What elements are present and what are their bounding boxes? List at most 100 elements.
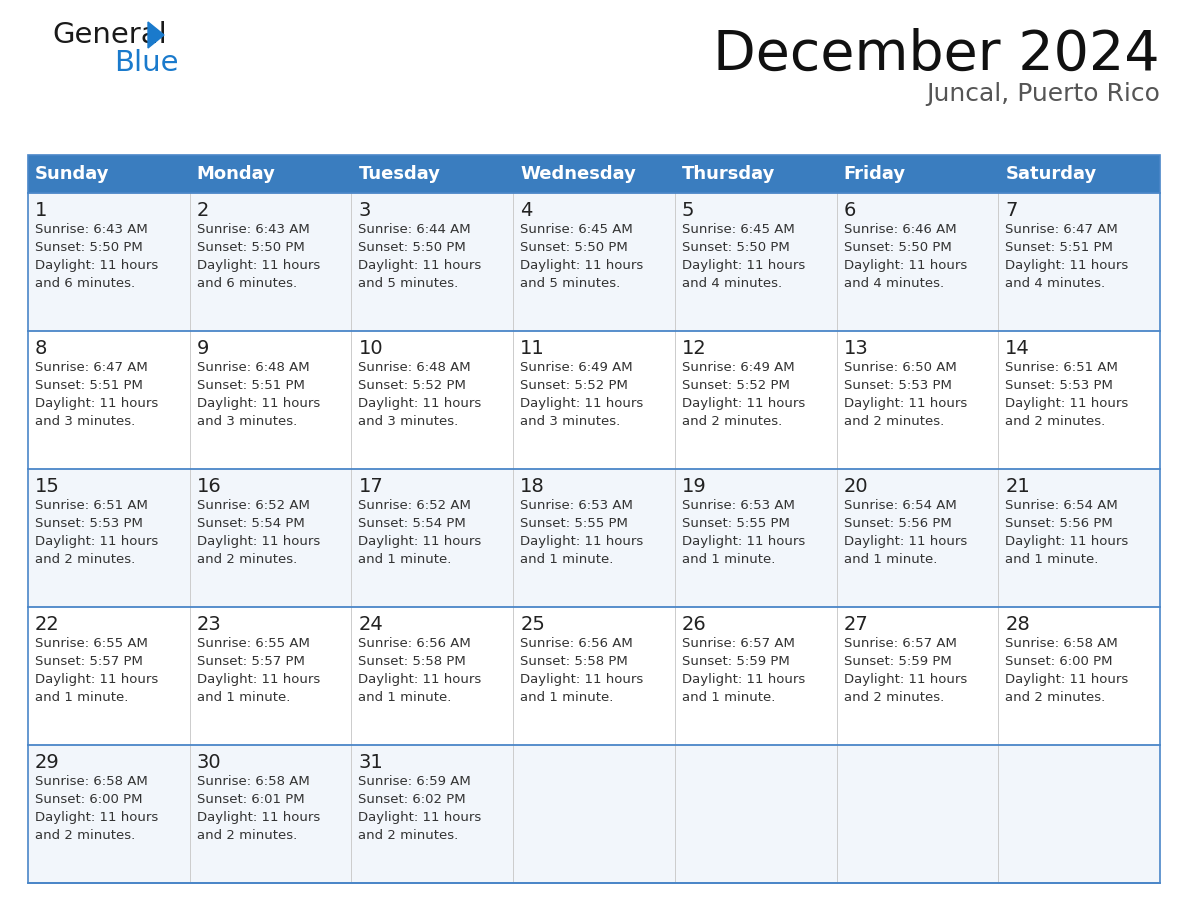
Text: 16: 16 <box>197 477 221 496</box>
Text: General: General <box>52 21 166 49</box>
Text: Sunset: 5:56 PM: Sunset: 5:56 PM <box>843 517 952 530</box>
Text: Sunrise: 6:59 AM: Sunrise: 6:59 AM <box>359 775 472 788</box>
Text: Sunset: 5:55 PM: Sunset: 5:55 PM <box>520 517 628 530</box>
Text: 7: 7 <box>1005 201 1018 220</box>
Text: Daylight: 11 hours: Daylight: 11 hours <box>682 259 805 272</box>
Text: 28: 28 <box>1005 615 1030 634</box>
Text: Sunday: Sunday <box>34 165 109 183</box>
Text: and 1 minute.: and 1 minute. <box>682 553 776 566</box>
Bar <box>29 331 1159 469</box>
Text: Sunset: 6:01 PM: Sunset: 6:01 PM <box>197 793 304 806</box>
Text: Sunset: 5:50 PM: Sunset: 5:50 PM <box>197 241 304 254</box>
Text: Sunset: 5:50 PM: Sunset: 5:50 PM <box>520 241 628 254</box>
Text: Sunrise: 6:51 AM: Sunrise: 6:51 AM <box>1005 361 1118 374</box>
Text: Sunset: 5:52 PM: Sunset: 5:52 PM <box>682 379 790 392</box>
Text: Daylight: 11 hours: Daylight: 11 hours <box>197 811 320 824</box>
Text: and 1 minute.: and 1 minute. <box>520 691 613 704</box>
Text: Sunrise: 6:47 AM: Sunrise: 6:47 AM <box>1005 223 1118 236</box>
Text: and 2 minutes.: and 2 minutes. <box>1005 691 1106 704</box>
Text: and 1 minute.: and 1 minute. <box>1005 553 1099 566</box>
Text: 5: 5 <box>682 201 694 220</box>
Text: Daylight: 11 hours: Daylight: 11 hours <box>359 535 481 548</box>
Text: Sunrise: 6:54 AM: Sunrise: 6:54 AM <box>1005 499 1118 512</box>
Text: Blue: Blue <box>114 49 178 77</box>
Text: Daylight: 11 hours: Daylight: 11 hours <box>520 397 644 410</box>
Text: 13: 13 <box>843 339 868 358</box>
Text: Friday: Friday <box>843 165 905 183</box>
Text: 21: 21 <box>1005 477 1030 496</box>
Text: and 6 minutes.: and 6 minutes. <box>197 277 297 290</box>
Bar <box>29 469 1159 607</box>
Text: and 3 minutes.: and 3 minutes. <box>34 415 135 428</box>
Text: 6: 6 <box>843 201 855 220</box>
Text: Daylight: 11 hours: Daylight: 11 hours <box>34 397 158 410</box>
Text: and 2 minutes.: and 2 minutes. <box>197 829 297 842</box>
Text: and 2 minutes.: and 2 minutes. <box>1005 415 1106 428</box>
Text: and 3 minutes.: and 3 minutes. <box>197 415 297 428</box>
Text: Sunset: 5:52 PM: Sunset: 5:52 PM <box>520 379 628 392</box>
Bar <box>29 193 1159 331</box>
Text: Sunrise: 6:54 AM: Sunrise: 6:54 AM <box>843 499 956 512</box>
Text: Monday: Monday <box>197 165 276 183</box>
Text: Sunset: 5:51 PM: Sunset: 5:51 PM <box>1005 241 1113 254</box>
Text: Sunrise: 6:49 AM: Sunrise: 6:49 AM <box>682 361 795 374</box>
Text: Daylight: 11 hours: Daylight: 11 hours <box>682 397 805 410</box>
Text: Sunrise: 6:50 AM: Sunrise: 6:50 AM <box>843 361 956 374</box>
Text: Sunrise: 6:45 AM: Sunrise: 6:45 AM <box>682 223 795 236</box>
Text: Sunrise: 6:57 AM: Sunrise: 6:57 AM <box>843 637 956 650</box>
Text: Sunrise: 6:52 AM: Sunrise: 6:52 AM <box>359 499 472 512</box>
Bar <box>836 155 998 193</box>
Text: 18: 18 <box>520 477 545 496</box>
Text: Sunrise: 6:58 AM: Sunrise: 6:58 AM <box>1005 637 1118 650</box>
Text: and 2 minutes.: and 2 minutes. <box>34 553 135 566</box>
Text: and 2 minutes.: and 2 minutes. <box>34 829 135 842</box>
Text: and 5 minutes.: and 5 minutes. <box>359 277 459 290</box>
Text: Daylight: 11 hours: Daylight: 11 hours <box>34 811 158 824</box>
Text: Daylight: 11 hours: Daylight: 11 hours <box>34 259 158 272</box>
Text: and 5 minutes.: and 5 minutes. <box>520 277 620 290</box>
Text: and 2 minutes.: and 2 minutes. <box>843 691 943 704</box>
Text: Sunset: 5:54 PM: Sunset: 5:54 PM <box>197 517 304 530</box>
Text: Sunrise: 6:46 AM: Sunrise: 6:46 AM <box>843 223 956 236</box>
Text: Sunrise: 6:45 AM: Sunrise: 6:45 AM <box>520 223 633 236</box>
Text: and 1 minute.: and 1 minute. <box>843 553 937 566</box>
Text: Sunset: 5:57 PM: Sunset: 5:57 PM <box>197 655 304 668</box>
Text: Daylight: 11 hours: Daylight: 11 hours <box>682 535 805 548</box>
Text: Sunset: 5:57 PM: Sunset: 5:57 PM <box>34 655 143 668</box>
Text: Sunset: 5:59 PM: Sunset: 5:59 PM <box>843 655 952 668</box>
Text: 3: 3 <box>359 201 371 220</box>
Text: Daylight: 11 hours: Daylight: 11 hours <box>1005 259 1129 272</box>
Text: Sunrise: 6:48 AM: Sunrise: 6:48 AM <box>197 361 309 374</box>
Text: Daylight: 11 hours: Daylight: 11 hours <box>359 397 481 410</box>
Text: and 6 minutes.: and 6 minutes. <box>34 277 135 290</box>
Text: Sunrise: 6:51 AM: Sunrise: 6:51 AM <box>34 499 147 512</box>
Text: Sunset: 5:55 PM: Sunset: 5:55 PM <box>682 517 790 530</box>
Text: Daylight: 11 hours: Daylight: 11 hours <box>1005 397 1129 410</box>
Text: Sunrise: 6:47 AM: Sunrise: 6:47 AM <box>34 361 147 374</box>
Text: and 2 minutes.: and 2 minutes. <box>843 415 943 428</box>
Text: and 4 minutes.: and 4 minutes. <box>682 277 782 290</box>
Text: 30: 30 <box>197 753 221 772</box>
Text: 11: 11 <box>520 339 545 358</box>
Text: Daylight: 11 hours: Daylight: 11 hours <box>197 397 320 410</box>
Text: and 4 minutes.: and 4 minutes. <box>843 277 943 290</box>
Text: 25: 25 <box>520 615 545 634</box>
Text: 26: 26 <box>682 615 707 634</box>
Text: Sunset: 5:51 PM: Sunset: 5:51 PM <box>34 379 143 392</box>
Text: Daylight: 11 hours: Daylight: 11 hours <box>34 535 158 548</box>
Bar <box>29 745 1159 883</box>
Text: Daylight: 11 hours: Daylight: 11 hours <box>843 259 967 272</box>
Text: and 1 minute.: and 1 minute. <box>197 691 290 704</box>
Text: and 2 minutes.: and 2 minutes. <box>682 415 782 428</box>
Text: and 1 minute.: and 1 minute. <box>359 691 451 704</box>
Text: Daylight: 11 hours: Daylight: 11 hours <box>520 535 644 548</box>
Text: 15: 15 <box>34 477 59 496</box>
Text: December 2024: December 2024 <box>713 28 1159 82</box>
Bar <box>190 155 352 193</box>
Text: Sunrise: 6:56 AM: Sunrise: 6:56 AM <box>359 637 472 650</box>
Text: Daylight: 11 hours: Daylight: 11 hours <box>843 397 967 410</box>
Text: 4: 4 <box>520 201 532 220</box>
Text: Saturday: Saturday <box>1005 165 1097 183</box>
Text: Sunset: 5:50 PM: Sunset: 5:50 PM <box>359 241 466 254</box>
Text: 23: 23 <box>197 615 221 634</box>
